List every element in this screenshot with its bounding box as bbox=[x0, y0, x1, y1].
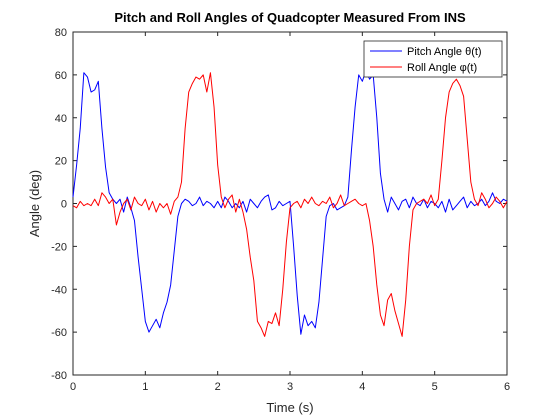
y-tick-label: 0 bbox=[61, 199, 67, 211]
y-tick-label: -60 bbox=[51, 327, 67, 339]
x-tick-label: 3 bbox=[287, 381, 293, 393]
y-axis-title: Angle (deg) bbox=[27, 170, 42, 237]
y-tick-label: 60 bbox=[55, 70, 67, 82]
chart-title: Pitch and Roll Angles of Quadcopter Meas… bbox=[114, 10, 466, 25]
x-tick-label: 5 bbox=[432, 381, 438, 393]
legend-label-roll: Roll Angle φ(t) bbox=[407, 62, 477, 74]
x-tick-label: 0 bbox=[70, 381, 76, 393]
x-tick-label: 2 bbox=[215, 381, 221, 393]
legend-box bbox=[363, 40, 503, 78]
x-tick-label: 1 bbox=[142, 381, 148, 393]
x-tick-label: 4 bbox=[359, 381, 365, 393]
series-line-pitch bbox=[72, 70, 508, 335]
y-tick-label: -40 bbox=[51, 284, 67, 296]
y-tick-label: -20 bbox=[51, 241, 67, 253]
y-tick-label: -80 bbox=[51, 370, 67, 382]
series-line-roll bbox=[72, 72, 508, 337]
series-layer bbox=[72, 70, 508, 337]
legend: Pitch Angle θ(t) Roll Angle φ(t) bbox=[363, 40, 503, 78]
y-tick-label: 20 bbox=[55, 156, 67, 168]
y-tick-label: 80 bbox=[55, 27, 67, 39]
y-tick-label: 40 bbox=[55, 113, 67, 125]
y-axis-ticks: -80 -60 -40 -20 0 20 40 60 80 bbox=[51, 27, 507, 382]
legend-label-pitch: Pitch Angle θ(t) bbox=[407, 46, 482, 58]
x-axis-ticks: 0 1 2 3 4 5 6 bbox=[70, 32, 510, 393]
x-axis-title: Time (s) bbox=[266, 400, 313, 415]
x-tick-label: 6 bbox=[504, 381, 510, 393]
